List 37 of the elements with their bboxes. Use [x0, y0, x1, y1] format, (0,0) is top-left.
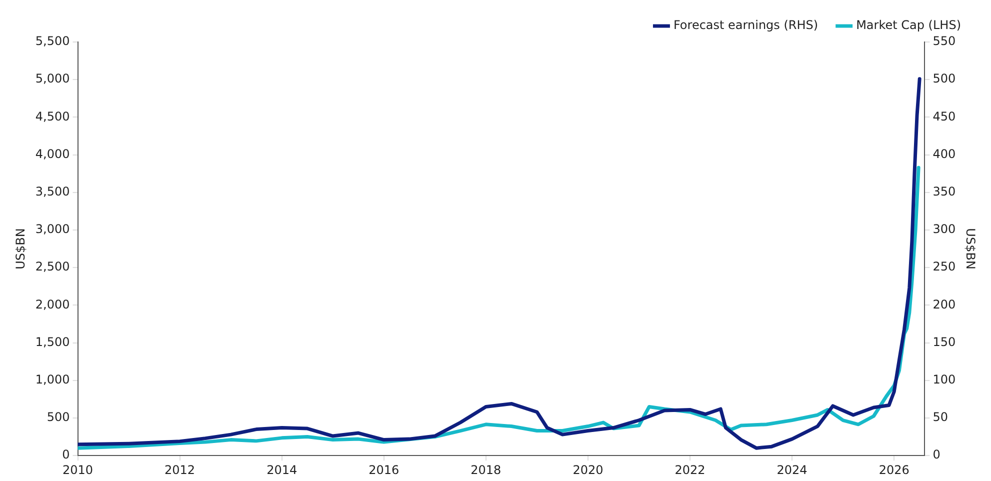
- x-tick-label: 2014: [266, 462, 298, 477]
- y-tick-label: 3,500: [35, 184, 70, 199]
- legend-label: Forecast earnings (RHS): [673, 18, 818, 32]
- y2-tick-label: 550: [932, 34, 956, 48]
- x-tick-label: 2024: [776, 462, 808, 477]
- x-tick-label: 2012: [164, 462, 196, 477]
- y-axis-title: US$BN: [13, 228, 28, 270]
- legend-label: Market Cap (LHS): [856, 18, 962, 32]
- y-tick-label: 3,000: [35, 222, 70, 236]
- x-tick-label: 2010: [62, 462, 94, 477]
- x-tick-label: 2022: [674, 462, 706, 477]
- y-tick-label: 4,500: [35, 109, 70, 124]
- y2-axis-title: US$BN: [964, 228, 978, 270]
- y-tick-label: 4,000: [35, 146, 70, 161]
- y-tick-label: 2,000: [35, 297, 70, 312]
- y2-tick-label: 100: [932, 372, 956, 387]
- y-tick-label: 5,500: [35, 34, 70, 48]
- x-tick-label: 2020: [572, 462, 604, 477]
- x-tick-label: 2018: [470, 462, 502, 477]
- y-tick-label: 0: [62, 448, 70, 462]
- y2-tick-label: 50: [932, 410, 948, 424]
- y2-tick-label: 150: [932, 334, 956, 349]
- y-tick-label: 5,000: [35, 72, 70, 86]
- y-tick-label: 2,500: [35, 260, 70, 274]
- y2-tick-label: 250: [932, 260, 956, 274]
- y2-tick-label: 200: [932, 297, 956, 312]
- y2-tick-label: 350: [932, 184, 956, 199]
- y2-tick-label: 300: [932, 222, 956, 236]
- x-tick-label: 2016: [368, 462, 400, 477]
- y-tick-label: 500: [46, 410, 70, 424]
- y-tick-label: 1,000: [35, 372, 70, 387]
- y2-tick-label: 400: [932, 146, 956, 161]
- y2-tick-label: 0: [932, 448, 940, 462]
- x-tick-label: 2026: [878, 462, 910, 477]
- y2-tick-label: 450: [932, 109, 956, 124]
- y2-tick-label: 500: [932, 72, 956, 86]
- y-tick-label: 1,500: [35, 334, 70, 349]
